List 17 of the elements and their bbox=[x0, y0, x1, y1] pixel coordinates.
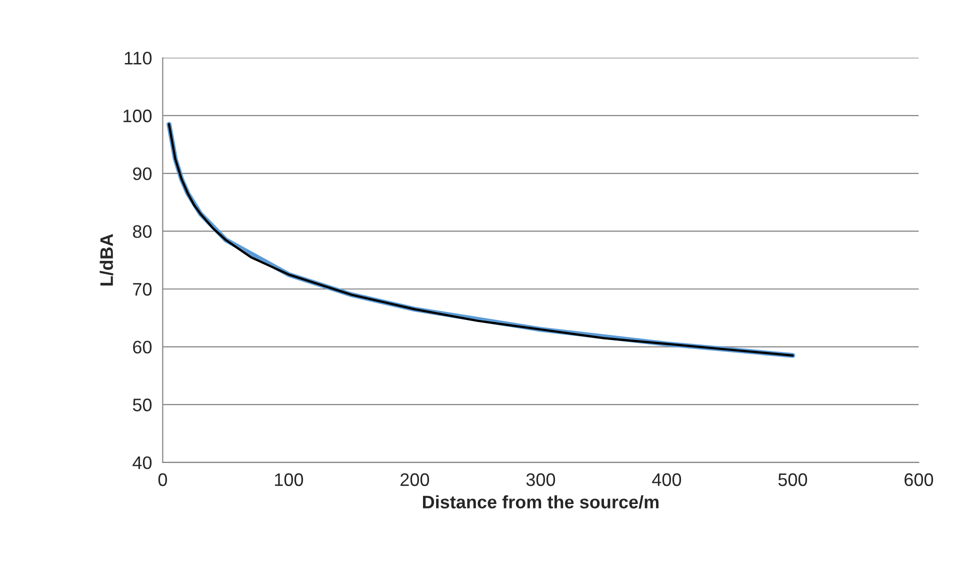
x-tick-label: 100 bbox=[275, 473, 304, 486]
y-tick-label: 90 bbox=[133, 167, 152, 180]
x-axis-title: Distance from the source/m bbox=[423, 495, 658, 509]
x-tick-label: 0 bbox=[158, 473, 168, 486]
x-tick-label: 600 bbox=[904, 473, 934, 486]
y-tick-label: 40 bbox=[132, 456, 152, 470]
x-tick-label: 300 bbox=[526, 473, 556, 486]
y-axis-title: L/dBA bbox=[100, 234, 114, 286]
y-tick-label: 60 bbox=[133, 340, 152, 354]
y-tick-label: 70 bbox=[133, 282, 152, 296]
y-tick-label: 110 bbox=[124, 52, 152, 65]
x-tick-label: 400 bbox=[652, 473, 682, 486]
x-tick-label: 500 bbox=[778, 473, 808, 486]
y-tick-label: 50 bbox=[132, 398, 152, 412]
y-tick-label: 100 bbox=[124, 110, 152, 122]
x-tick-label: 200 bbox=[400, 473, 430, 486]
y-tick-label: 80 bbox=[132, 225, 152, 238]
